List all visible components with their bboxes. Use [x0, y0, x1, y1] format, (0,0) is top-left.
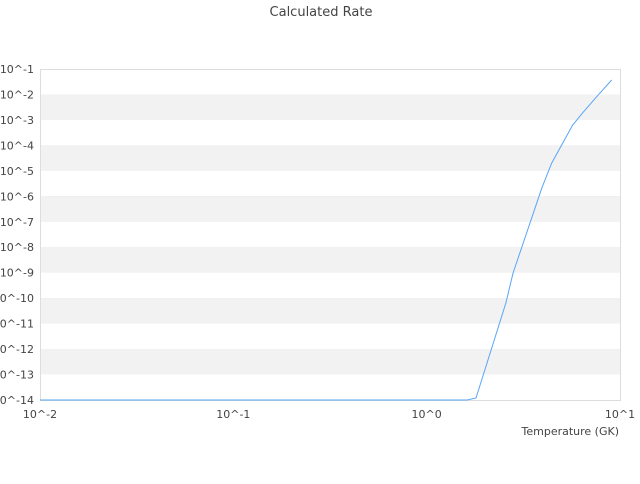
- x-axis: 10^-2 10^-1 10^0 10^1: [23, 408, 635, 421]
- y-tick-label: 10^-9: [0, 267, 34, 280]
- y-tick-label: 10^-12: [0, 343, 34, 356]
- x-tick-label: 10^-1: [216, 408, 250, 421]
- y-tick-label: 10^-2: [0, 88, 34, 101]
- grid-band: [40, 298, 620, 324]
- x-tick-label: 10^0: [412, 408, 442, 421]
- series-line: [40, 79, 613, 401]
- y-tick-label: 10^-8: [0, 241, 34, 254]
- y-tick-label: 10^-13: [0, 369, 34, 382]
- grid-band: [40, 374, 620, 400]
- grid-band: [40, 119, 620, 146]
- y-tick-label: 10^-14: [0, 394, 34, 407]
- grid-band: [40, 145, 620, 171]
- y-tick-label: 10^-6: [0, 190, 34, 203]
- grid-band: [40, 247, 620, 273]
- grid-band: [40, 221, 620, 248]
- grid-bands: [40, 69, 620, 401]
- chart-title: Calculated Rate: [270, 5, 373, 20]
- grid-band: [40, 272, 620, 299]
- grid-band: [40, 349, 620, 375]
- grid-band: [40, 196, 620, 222]
- y-tick-label: 10^-11: [0, 318, 34, 331]
- y-tick-label: 10^-4: [0, 139, 34, 152]
- x-axis-label: Temperature (GK): [521, 425, 620, 438]
- y-tick-label: 10^-3: [0, 114, 34, 127]
- grid-band: [40, 69, 620, 95]
- grid-band: [40, 323, 620, 350]
- x-tick-label: 10^1: [605, 408, 635, 421]
- y-tick-label: 10^-1: [0, 63, 34, 76]
- y-tick-label: 10^-10: [0, 292, 34, 305]
- grid-band: [40, 170, 620, 197]
- y-axis: 10^-1 10^-2 10^-3 10^-4 10^-5 10^-6 10^-7 10^-8…: [0, 63, 34, 407]
- x-tick-label: 10^-2: [23, 408, 57, 421]
- series-lines: [40, 79, 613, 401]
- y-tick-label: 10^-5: [0, 165, 34, 178]
- y-tick-label: 10^-7: [0, 216, 34, 229]
- grid-band: [40, 94, 620, 120]
